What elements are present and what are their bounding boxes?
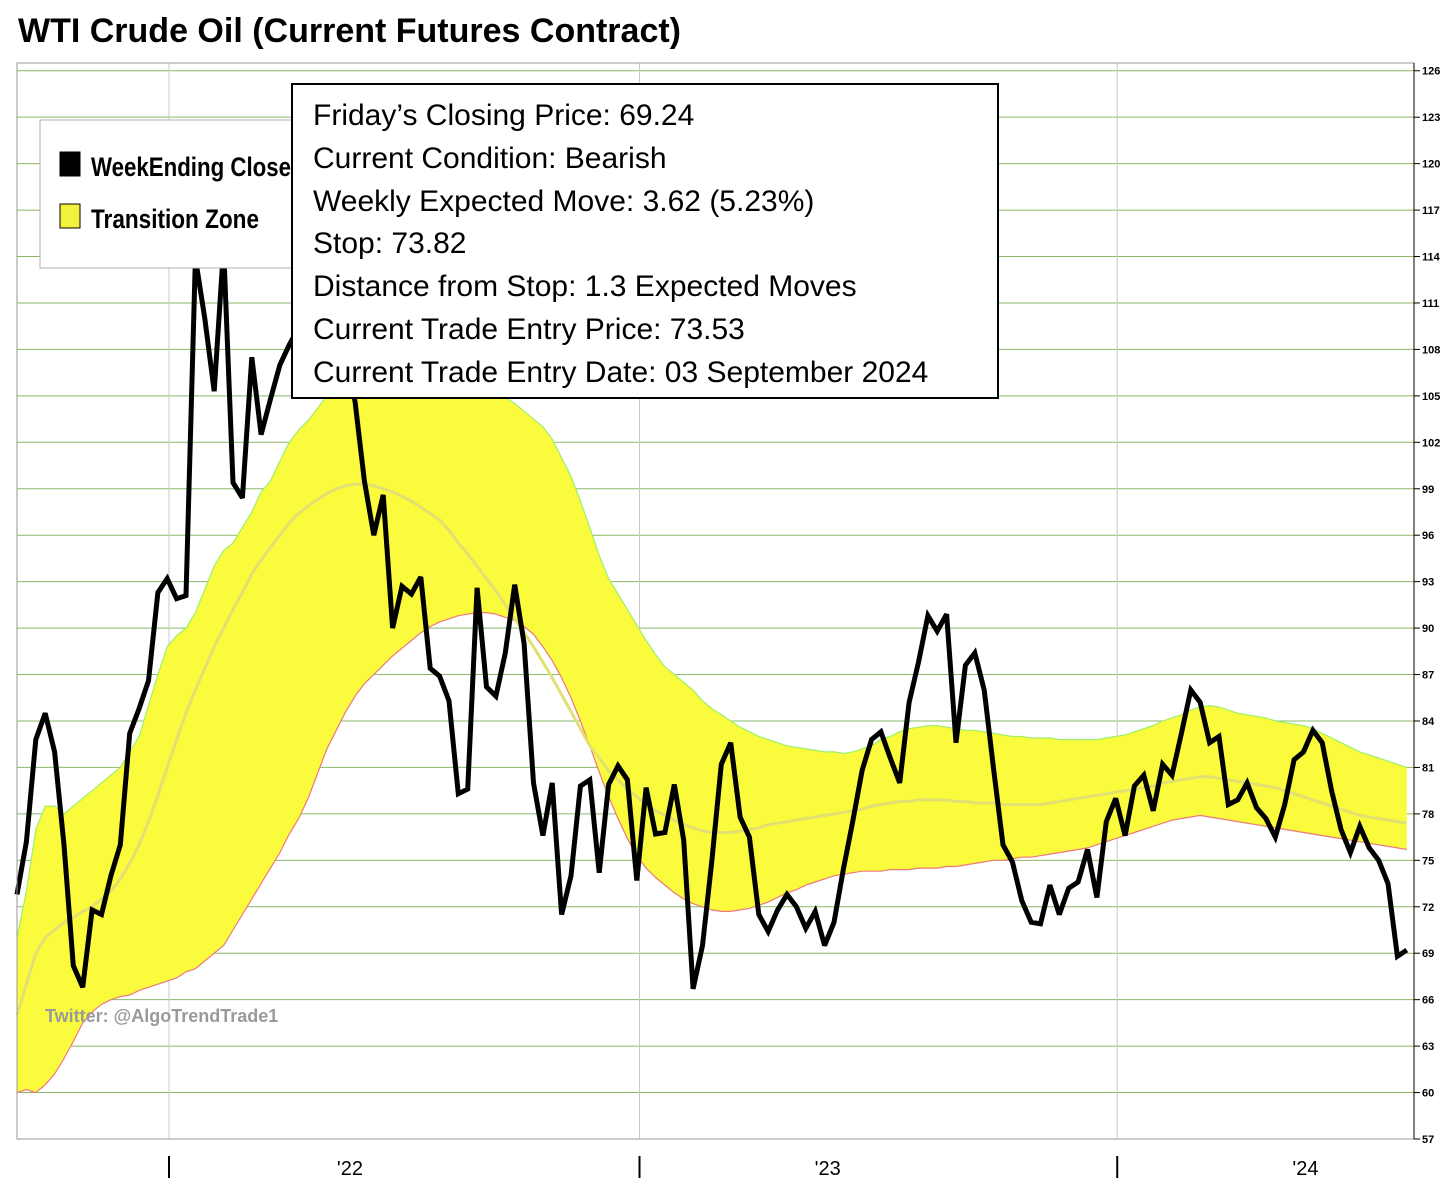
y-tick-label-78: 78 [1422,809,1434,821]
y-axis: 57 60 63 66 69 72 75 78 81 84 87 90 93 96 99 102 105 108 1… [1413,63,1441,1146]
watermark: Twitter: @AlgoTrendTrade1 [45,1006,278,1026]
transition-zone-lower [16,611,1407,1094]
legend-label-close: WeekEnding Close [91,152,291,182]
y-tick-label-63: 63 [1422,1041,1434,1053]
y-tick-label-81: 81 [1422,762,1434,774]
x-tick-label-1: '22 [337,1158,363,1180]
transition-zone-upper [16,361,1407,938]
info-distance-from-stop: Distance from Stop: 1.3 Expected Moves [313,270,857,304]
y-tick-label-96: 96 [1422,530,1434,542]
weekending-close-line [14,247,1409,990]
y-tick-label-57: 57 [1422,1134,1434,1146]
info-stop: Stop: 73.82 [313,227,467,261]
y-tick-label-87: 87 [1422,670,1434,682]
transition-zone-middle [15,482,1408,1016]
y-tick-label-105: 105 [1422,391,1440,403]
y-tick-label-102: 102 [1422,437,1440,449]
x-tick-label-3: '23 [815,1158,841,1180]
y-tick-label-99: 99 [1422,484,1434,496]
y-tick-label-84: 84 [1422,716,1435,728]
legend-label-transition-zone: Transition Zone [91,204,259,234]
chart-title: WTI Crude Oil (Current Futures Contract) [18,12,681,50]
y-tick-label-120: 120 [1422,159,1440,171]
y-tick-label-60: 60 [1422,1088,1434,1100]
y-tick-label-90: 90 [1422,623,1434,635]
y-tick-label-72: 72 [1422,902,1434,914]
y-tick-label-75: 75 [1422,855,1434,867]
x-tick-label-5: '24 [1292,1158,1318,1180]
y-tick-label-108: 108 [1422,344,1440,356]
legend-swatch-transition-zone [59,203,81,229]
y-tick-label-66: 66 [1422,995,1434,1007]
legend-swatch-close [59,151,81,177]
transition-zone-band [17,361,1407,1093]
y-tick-label-117: 117 [1422,205,1440,217]
info-entry-price: Current Trade Entry Price: 73.53 [313,312,745,346]
y-tick-label-126: 126 [1422,66,1440,78]
trade-info-box: Friday’s Closing Price: 69.24 Current Co… [291,83,999,399]
info-expected-move: Weekly Expected Move: 3.62 (5.23%) [313,184,815,218]
legend-box [39,119,311,269]
y-tick-label-123: 123 [1422,112,1440,124]
info-current-condition: Current Condition: Bearish [313,141,667,175]
weekending-close-series [14,247,1409,990]
y-tick-label-93: 93 [1422,577,1434,589]
transition-zone [15,361,1408,1094]
x-axis: '22 '23 '24 [168,1156,1318,1180]
y-tick-label-114: 114 [1422,252,1441,264]
legend: WeekEnding Close Transition Zone [39,119,311,269]
info-entry-date: Current Trade Entry Date: 03 September 2… [313,355,929,389]
y-tick-label-69: 69 [1422,948,1434,960]
y-tick-label-111: 111 [1422,298,1439,310]
info-closing-price: Friday’s Closing Price: 69.24 [313,99,695,132]
